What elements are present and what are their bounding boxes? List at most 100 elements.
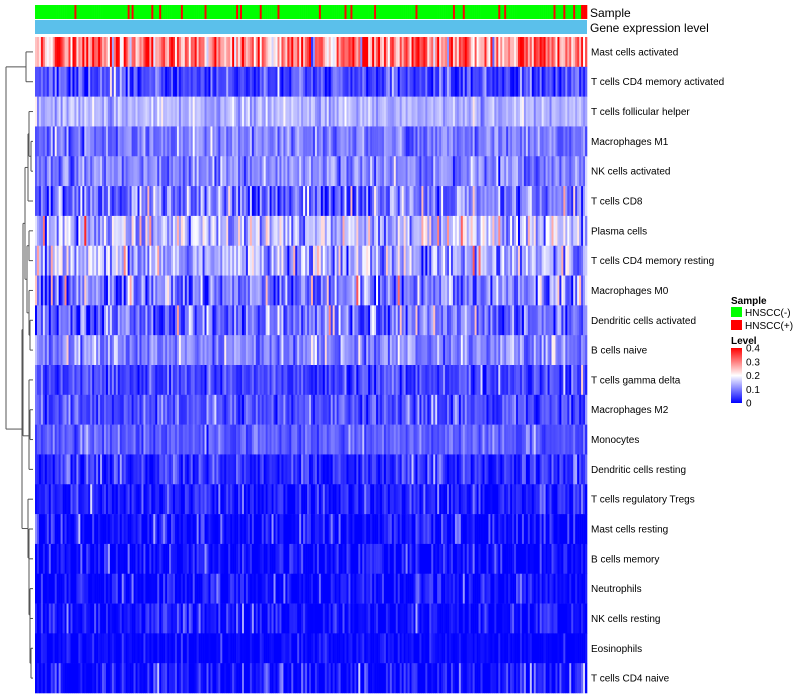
heatmap-cell [159, 394, 162, 425]
sample-annotation-cell [539, 5, 542, 19]
heatmap-cell [125, 126, 128, 157]
heatmap-cell [480, 96, 483, 127]
heatmap-cell [135, 275, 138, 306]
heatmap-cell [58, 275, 61, 306]
heatmap-cell [573, 66, 576, 97]
heatmap-cell [157, 186, 160, 217]
heatmap-cell [376, 37, 379, 68]
heatmap-cell [192, 484, 195, 515]
heatmap-cell [307, 66, 310, 97]
heatmap-cell [441, 215, 444, 247]
heatmap-cell [238, 335, 241, 366]
heatmap-cell [338, 215, 341, 247]
heatmap-cell [462, 156, 466, 187]
heatmap-cell [171, 126, 174, 157]
heatmap-cell [395, 424, 399, 455]
heatmap-cell [366, 454, 369, 485]
heatmap-cell [356, 37, 359, 68]
heatmap-cell [344, 335, 347, 366]
heatmap-cell [344, 484, 347, 515]
heatmap-cell [311, 66, 314, 97]
heatmap-cell [111, 484, 115, 515]
heatmap-cell [431, 126, 434, 157]
heatmap-cell [163, 335, 166, 366]
heatmap-cell [427, 96, 430, 127]
heatmap-cell [90, 514, 93, 545]
heatmap-cell [356, 126, 359, 157]
heatmap-cell [107, 66, 111, 97]
heatmap-cell [555, 424, 558, 455]
heatmap-cell [512, 186, 515, 217]
heatmap-cell [374, 96, 377, 127]
heatmap-cell [58, 186, 61, 217]
heatmap-cell [165, 126, 168, 157]
heatmap-cell [111, 37, 115, 68]
sample-annotation-cell [468, 5, 471, 19]
heatmap-cell [265, 424, 268, 455]
heatmap-cell [182, 424, 186, 455]
heatmap-cell [395, 245, 399, 276]
heatmap-cell [346, 37, 349, 68]
heatmap-cell [198, 66, 201, 97]
heatmap-cell [295, 335, 298, 366]
heatmap-cell [545, 96, 548, 127]
heatmap-cell [285, 365, 288, 396]
heatmap-cell [277, 365, 280, 396]
heatmap-cell [449, 275, 452, 306]
heatmap-cell [139, 424, 142, 455]
heatmap-cell [312, 394, 316, 425]
heatmap-cell [263, 514, 266, 545]
heatmap-cell [358, 126, 361, 157]
heatmap-cell [173, 484, 176, 515]
heatmap-cell [301, 126, 304, 157]
heatmap-cell [100, 394, 103, 425]
heatmap-cell [452, 394, 456, 425]
heatmap-cell [236, 66, 239, 97]
heatmap-cell [334, 215, 337, 247]
heatmap-cell [567, 66, 570, 97]
heatmap-cell [482, 335, 485, 366]
heatmap-cell [143, 365, 146, 396]
heatmap-cell [44, 335, 48, 366]
heatmap-cell [261, 514, 264, 545]
heatmap-cell [186, 454, 190, 485]
heatmap-cell [247, 424, 251, 455]
heatmap-cell [401, 186, 404, 217]
heatmap-cell [557, 394, 560, 425]
heatmap-cell [200, 186, 203, 217]
heatmap-cell [326, 37, 330, 68]
heatmap-cell [226, 454, 229, 485]
heatmap-cell [541, 305, 544, 336]
heatmap-cell [157, 424, 160, 455]
heatmap-cell [449, 365, 452, 396]
heatmap-cell [454, 305, 458, 336]
sample-annotation-cell [496, 5, 499, 19]
heatmap-cell [374, 454, 377, 485]
heatmap-cell [131, 156, 134, 187]
heatmap-cell [559, 215, 562, 247]
heatmap-cell [423, 215, 426, 247]
heatmap-cell [409, 275, 412, 306]
heatmap-cell [419, 454, 422, 485]
heatmap-cell [346, 335, 349, 366]
heatmap-cell [299, 424, 302, 455]
heatmap-cell [340, 186, 343, 217]
heatmap-cell [395, 186, 399, 217]
heatmap-cell [346, 186, 349, 217]
heatmap-cell [387, 484, 391, 515]
heatmap-cell [364, 365, 367, 396]
heatmap-cell [255, 365, 259, 396]
heatmap-cell [439, 275, 442, 306]
heatmap-cell [271, 96, 274, 127]
heatmap-cell [391, 514, 395, 545]
heatmap-cell [316, 215, 320, 247]
heatmap-cell [249, 126, 253, 157]
heatmap-cell [281, 365, 284, 396]
heatmap-cell [376, 66, 379, 97]
heatmap-cell [585, 454, 588, 485]
heatmap-cell [557, 484, 560, 515]
heatmap-cell [169, 156, 172, 187]
heatmap-cell [318, 215, 322, 247]
heatmap-cell [283, 484, 286, 515]
heatmap-cell [285, 454, 288, 485]
